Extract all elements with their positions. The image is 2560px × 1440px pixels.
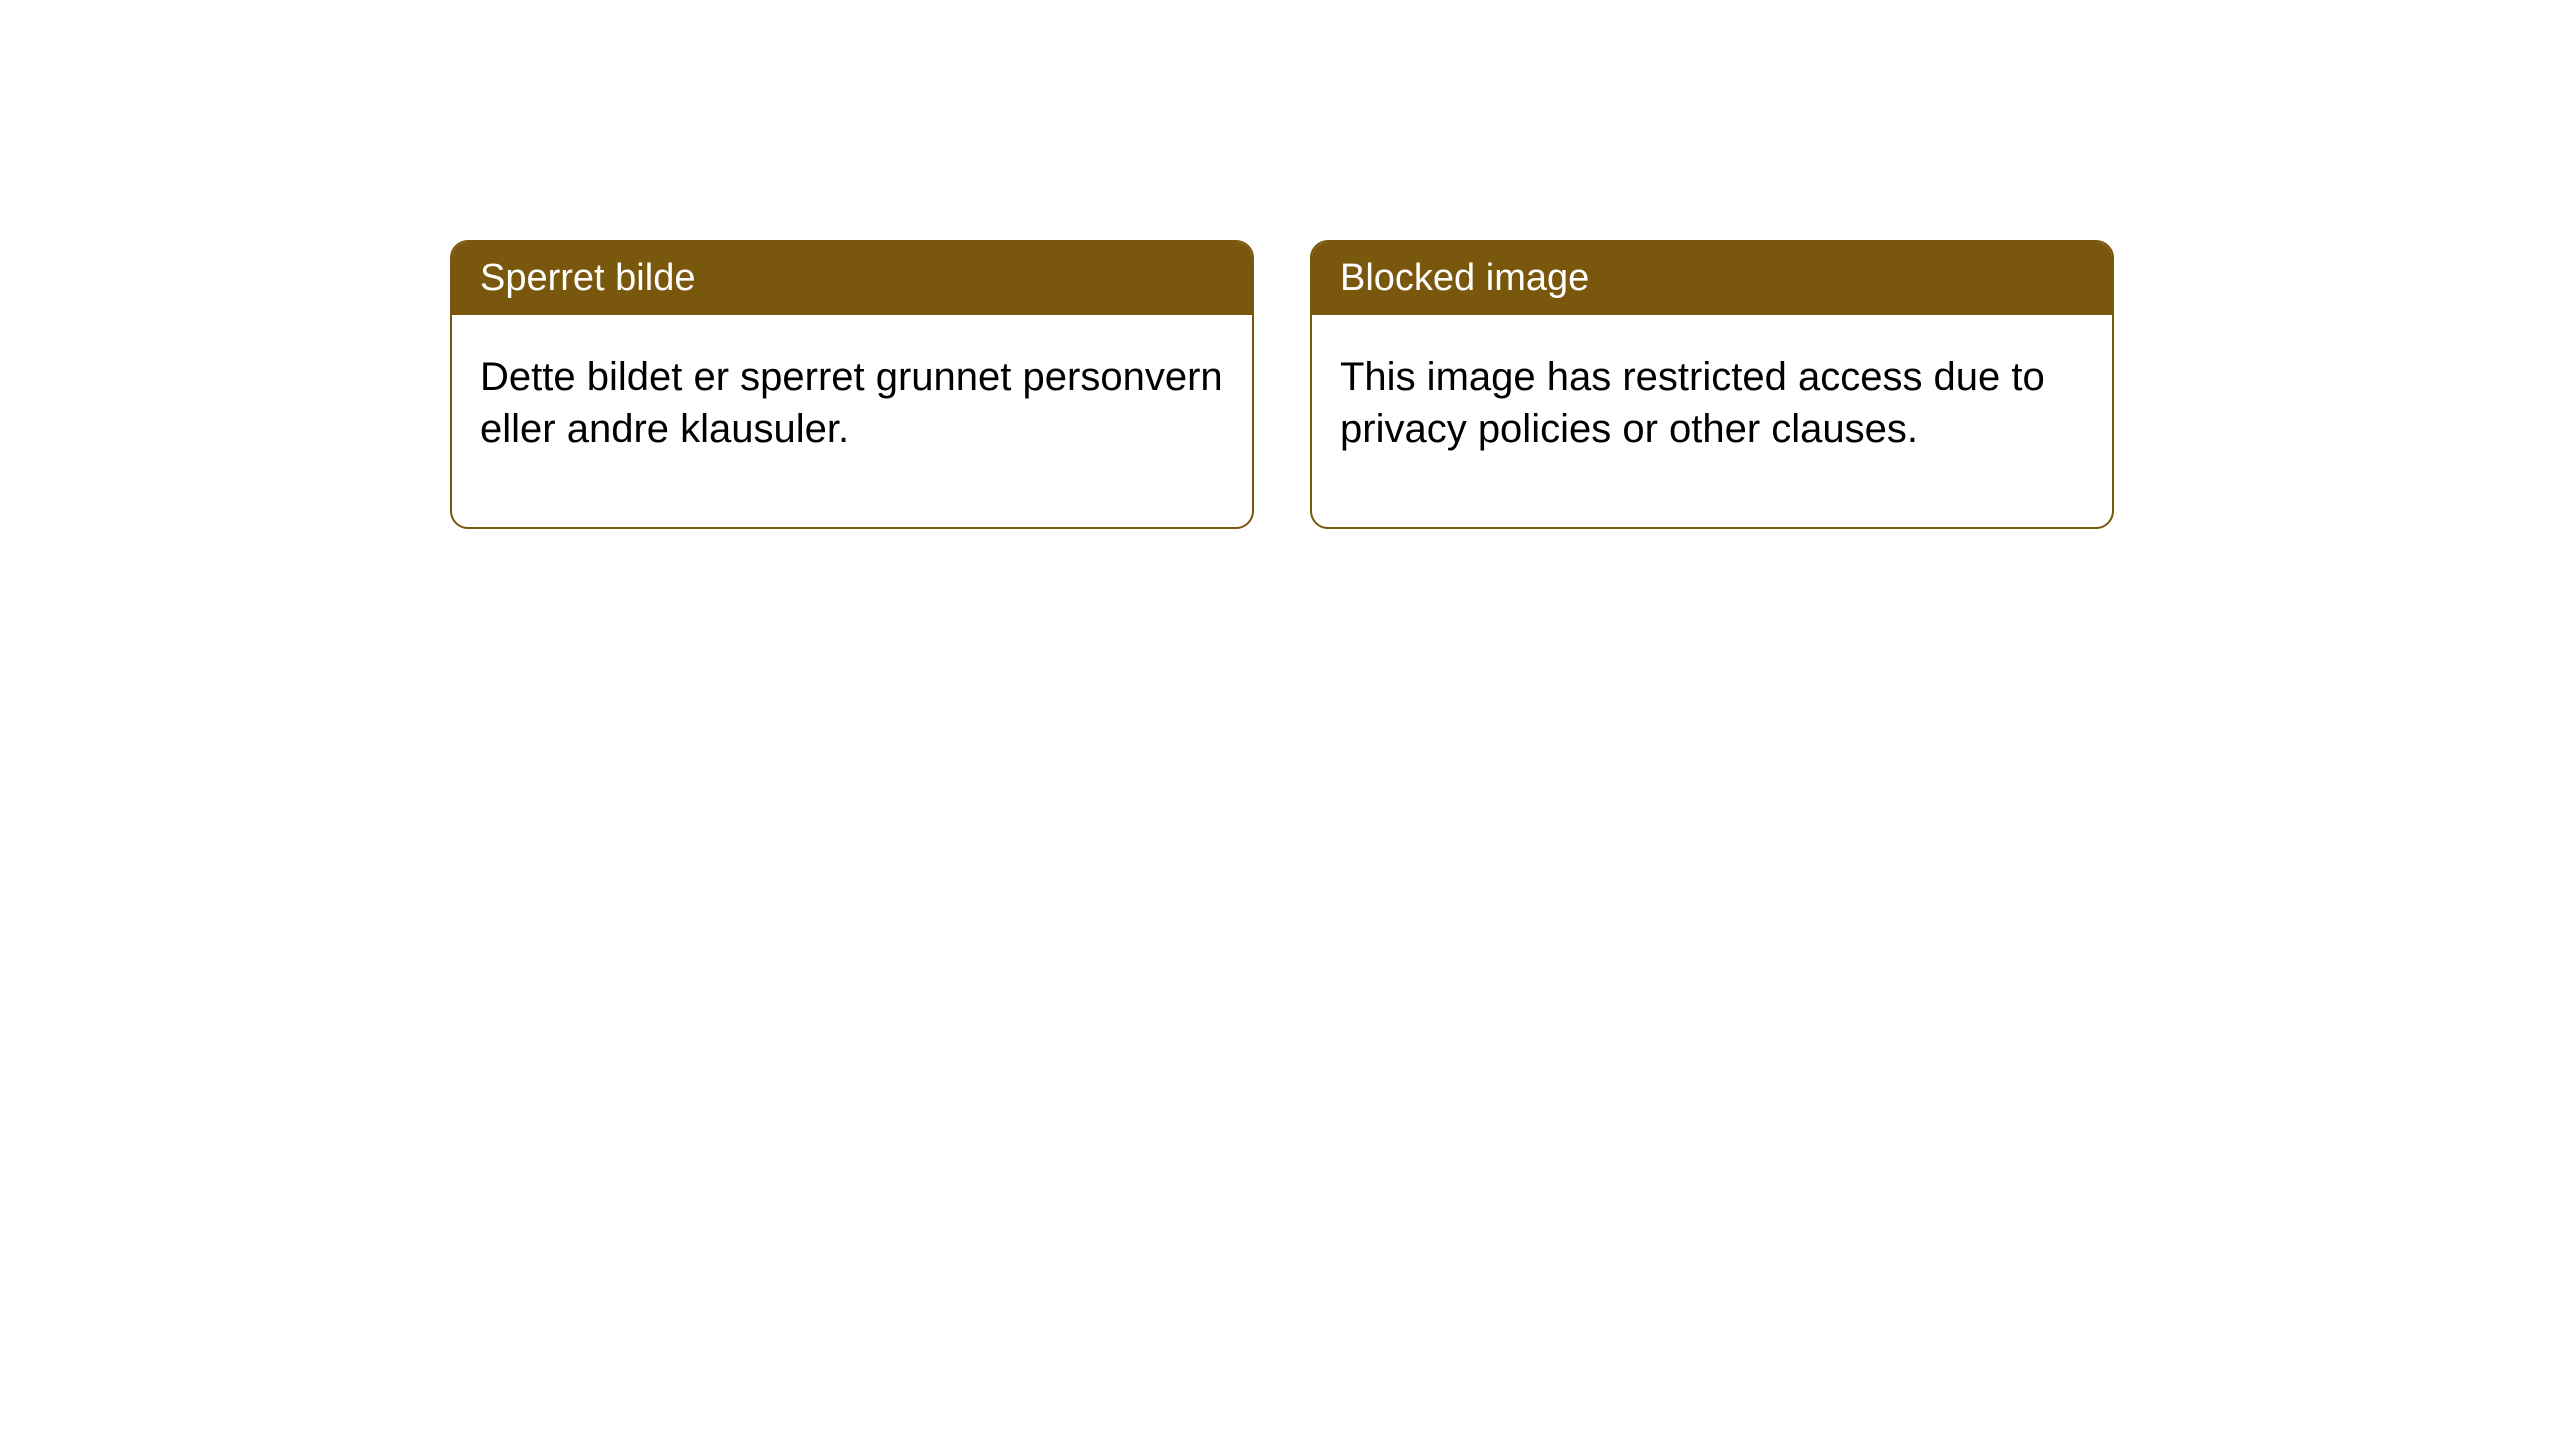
card-header: Sperret bilde [452, 242, 1252, 315]
notice-container: Sperret bilde Dette bildet er sperret gr… [0, 0, 2560, 529]
card-body: Dette bildet er sperret grunnet personve… [452, 315, 1252, 527]
card-header: Blocked image [1312, 242, 2112, 315]
notice-card-norwegian: Sperret bilde Dette bildet er sperret gr… [450, 240, 1254, 529]
notice-card-english: Blocked image This image has restricted … [1310, 240, 2114, 529]
card-body: This image has restricted access due to … [1312, 315, 2112, 527]
